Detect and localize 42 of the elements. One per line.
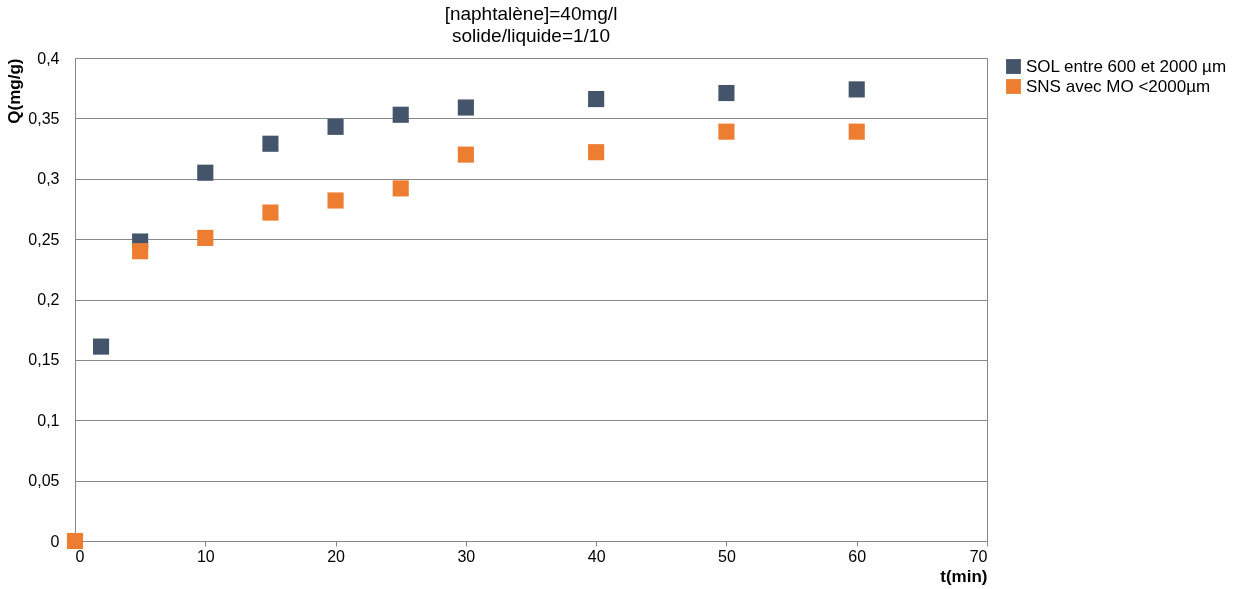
point <box>718 84 735 102</box>
legend-label: SOL entre 600 et 2000 µm <box>1026 56 1227 76</box>
y-axis-title: Q(mg/g) <box>5 58 25 124</box>
point <box>457 146 474 163</box>
point <box>848 123 865 140</box>
point <box>848 81 865 98</box>
point <box>718 123 735 140</box>
point <box>262 204 279 221</box>
y-tick-label: 0,2 <box>37 291 60 308</box>
point <box>392 180 409 197</box>
y-tick-label: 0,1 <box>37 411 60 429</box>
point <box>66 532 84 550</box>
x-tick-label: 10 <box>196 547 215 565</box>
x-tick-label: 60 <box>848 547 867 565</box>
point <box>588 90 605 108</box>
point <box>132 243 149 260</box>
point <box>327 192 344 209</box>
point <box>327 118 344 135</box>
point <box>457 99 474 116</box>
chart-subtitle: solide/liquide=1/10 <box>452 25 610 46</box>
chart-title: [naphtalène]=40mg/l <box>444 3 618 24</box>
x-tick-label: 40 <box>587 547 606 565</box>
legend-label: SNS avec MO <2000µm <box>1026 76 1211 96</box>
x-tick-label: 20 <box>327 547 346 565</box>
x-tick-label: 0 <box>75 547 85 565</box>
x-tick-label: 70 <box>969 547 988 565</box>
y-tick-label: 0 <box>50 532 60 550</box>
point <box>588 144 605 161</box>
y-tick-label: 0,15 <box>28 351 60 369</box>
y-tick-label: 0,3 <box>37 170 60 188</box>
point <box>197 229 214 246</box>
y-tick-label: 0,35 <box>28 109 60 127</box>
point <box>197 164 214 181</box>
y-tick-label: 0,05 <box>28 472 60 490</box>
y-tick-label: 0,25 <box>28 230 60 248</box>
point <box>262 135 279 152</box>
x-tick-label: 50 <box>718 547 736 565</box>
point <box>392 106 409 123</box>
x-axis-title: t(min) <box>940 566 988 586</box>
x-tick-label: 30 <box>457 547 476 565</box>
y-tick-label: 0,4 <box>37 49 60 67</box>
point <box>93 338 110 355</box>
